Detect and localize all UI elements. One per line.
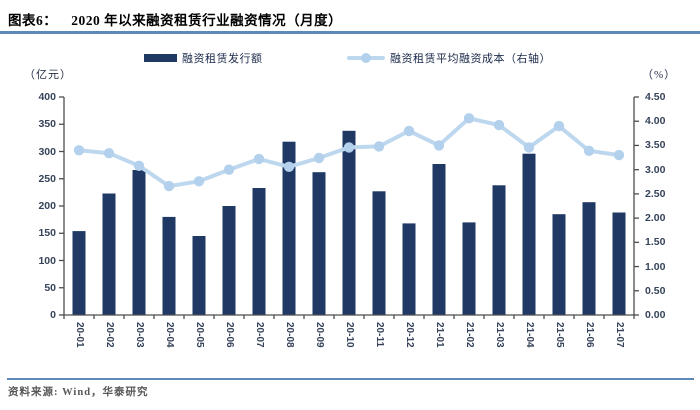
bar-20-08 [282,141,296,315]
line-marker-21-04 [523,142,535,153]
right-tick-label: 0.50 [645,284,666,297]
line-marker-21-02 [463,113,475,124]
bar-21-05 [552,214,566,315]
line-marker-20-05 [193,176,205,187]
line-marker-20-08 [283,161,295,172]
left-tick-label: 300 [38,145,56,158]
line-marker-20-09 [313,152,325,164]
right-tick-label: 0.00 [645,309,666,321]
left-axis-unit: （亿元） [24,69,72,81]
line-marker-21-03 [493,119,505,131]
footer-divider [7,378,694,380]
line-marker-20-11 [373,141,385,152]
legend-label-line: 融资租赁平均融资成本（右轴） [390,53,551,65]
bar-20-07 [252,188,266,315]
right-tick-label: 2.00 [645,212,666,225]
bar-20-10 [342,130,356,315]
line-series-swatch [347,52,385,64]
bar-21-06 [582,202,596,315]
line-marker-20-07 [253,153,265,165]
bar-20-06 [222,206,236,315]
right-tick-label: 4.00 [645,115,666,128]
line-marker-20-01 [73,145,85,156]
legend-label-bar: 融资租赁发行额 [182,53,263,65]
left-tick-label: 400 [38,91,56,103]
bar-20-03 [132,170,146,315]
right-tick-label: 2.50 [645,187,666,200]
bar-20-12 [402,223,416,315]
bar-20-01 [72,231,86,315]
line-marker-20-03 [133,160,145,171]
right-tick-label: 3.50 [645,139,666,152]
bar-21-02 [462,222,476,315]
right-tick-label: 1.50 [645,236,666,249]
bar-21-04 [522,153,536,315]
right-tick-label: 4.50 [645,91,666,103]
line-marker-21-05 [553,120,565,132]
right-tick-label: 3.00 [645,163,666,176]
left-tick-label: 100 [38,254,56,267]
left-tick-label: 50 [44,281,56,294]
bar-20-04 [162,216,176,315]
figure-title: 图表6： 2020 年以来融资租赁行业融资情况（月度） [8,9,342,29]
bar-20-11 [372,191,386,315]
figure-number: 图表6： [8,13,58,28]
right-axis-unit: （%） [642,69,677,81]
left-tick-label: 350 [38,118,56,131]
line-marker-21-06 [583,145,595,156]
bar-20-02 [102,193,116,315]
bar-21-07 [612,212,626,315]
line-marker-20-02 [103,148,115,159]
left-tick-label: 0 [50,309,56,321]
bar-series-swatch [144,54,177,62]
bar-21-01 [432,164,446,315]
title-divider [0,31,700,34]
right-tick-label: 1.00 [645,260,666,273]
source-note: 资料来源: Wind，华泰研究 [8,387,149,398]
line-marker-20-12 [403,125,415,137]
left-tick-label: 150 [38,227,56,240]
line-marker-20-10 [343,142,355,153]
line-marker-21-01 [433,140,445,151]
bar-20-05 [192,236,206,315]
x-tick-label-21-07: 21-07 [614,322,625,348]
line-marker-20-06 [223,164,235,175]
line-marker-21-07 [613,149,625,161]
legend-item-bar: 融资租赁发行额 [144,51,263,65]
line-marker-20-04 [163,180,175,192]
bar-21-03 [492,185,506,315]
figure-title-text: 2020 年以来融资租赁行业融资情况（月度） [71,13,343,28]
left-tick-label: 200 [38,200,56,212]
bar-20-09 [312,172,326,315]
legend-item-line: 融资租赁平均融资成本（右轴） [347,51,551,65]
left-tick-label: 250 [38,172,56,185]
